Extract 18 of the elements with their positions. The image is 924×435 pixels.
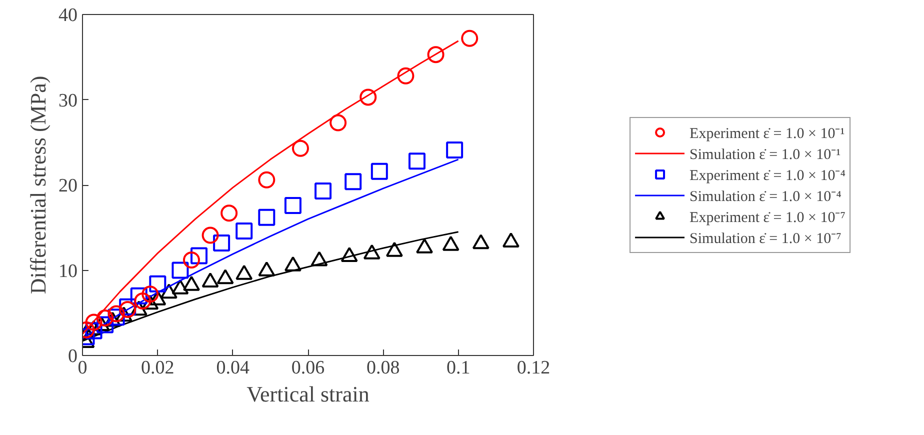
x-tick-label: 0.12	[516, 358, 550, 378]
y-axis-title: Differential stress (MPa)	[26, 76, 50, 294]
x-tick-label: 0.08	[366, 358, 400, 378]
legend-label: Experiment ε̇ = 1.0 × 10⁻⁷	[690, 208, 846, 226]
legend-label: Simulation ε̇ = 1.0 × 10⁻⁷	[690, 230, 842, 248]
y-tick-label: 10	[58, 260, 78, 282]
x-tick-label: 0.1	[446, 358, 470, 378]
x-tick-label: 0.04	[216, 358, 250, 378]
y-tick-label: 30	[58, 90, 78, 112]
y-tick-label: 40	[58, 5, 78, 26]
legend-label: Experiment ε̇ = 1.0 × 10⁻⁴	[690, 166, 846, 184]
legend-label: Simulation ε̇ = 1.0 × 10⁻¹	[690, 146, 841, 164]
x-tick-label: 0.06	[291, 358, 325, 378]
legend-label: Experiment ε̇ = 1.0 × 10⁻¹	[690, 124, 845, 142]
y-tick-label: 20	[58, 176, 78, 196]
legend-label: Simulation ε̇ = 1.0 × 10⁻⁴	[690, 188, 842, 206]
x-axis-title: Vertical strain	[246, 382, 370, 406]
x-tick-label: 0.02	[141, 358, 174, 378]
